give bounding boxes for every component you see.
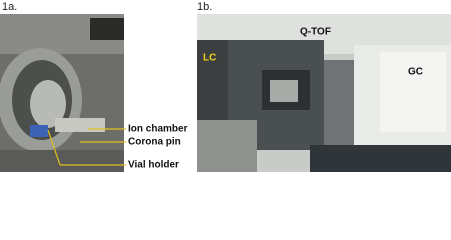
annotation: Corona pin [128, 137, 181, 148]
annotation: Ion chamber [128, 124, 188, 135]
photo-1b [197, 14, 451, 172]
panel-label: 1a. [2, 1, 17, 13]
figure: 1a. 1b. Ion chamber Corona pin Vial hold… [0, 1, 451, 172]
annotation: LC [203, 53, 216, 64]
annotation: Vial holder [128, 160, 179, 171]
annotation: Q-TOF [300, 27, 331, 38]
panel-label: 1b. [197, 1, 212, 13]
annotation: GC [408, 67, 423, 78]
photo-1a [0, 14, 126, 172]
